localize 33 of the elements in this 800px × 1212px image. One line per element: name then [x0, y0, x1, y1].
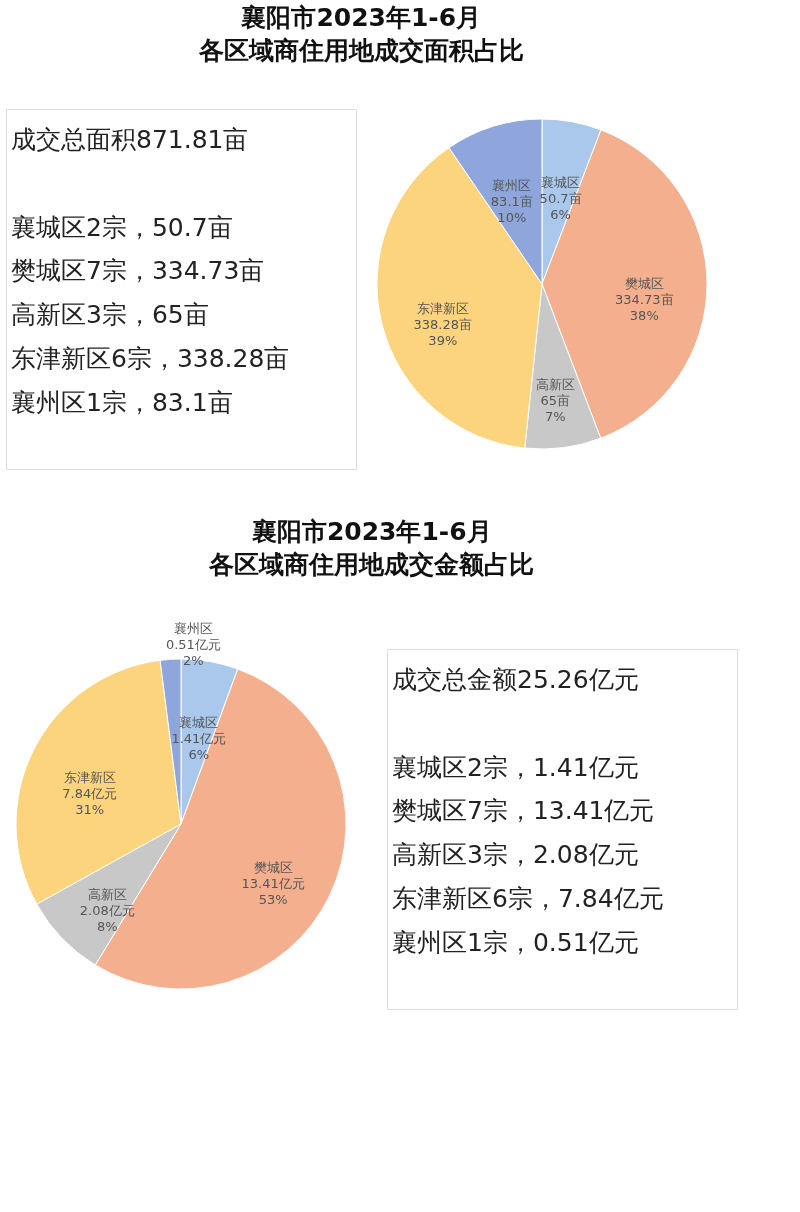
slice-label: 襄城区 — [179, 715, 219, 731]
data-label: 13.41亿元 53% — [241, 876, 305, 908]
slice-label: 高新区 — [87, 886, 127, 902]
data-label: 334.73亩 38% — [615, 292, 674, 324]
slice-label: 襄州区 — [173, 621, 213, 637]
text: 成交总金额25.26亿元 — [392, 664, 639, 694]
text: 高新区3宗，65亩 — [11, 300, 209, 330]
text: 东津新区6宗，7.84亿元 — [392, 884, 664, 914]
text: 襄城区2宗，50.7亩 — [11, 212, 233, 242]
data-label: 7.84亿元 31% — [62, 785, 118, 817]
text: 襄城区2宗，1.41亿元 — [392, 752, 639, 782]
slice-label: 襄城区 — [541, 175, 581, 191]
data-label: 2.08亿元 8% — [79, 902, 135, 934]
chart-title: 襄阳市2023年1-6月 — [241, 2, 482, 32]
slice-label: 东津新区 — [416, 301, 469, 317]
text: 高新区3宗，2.08亿元 — [392, 840, 639, 870]
text: 成交总面积871.81亩 — [11, 124, 249, 154]
chart-subtitle: 各区域商住用地成交面积占比 — [197, 35, 524, 65]
slice-label: 高新区 — [535, 377, 575, 393]
slice-label: 东津新区 — [63, 769, 116, 785]
text: 襄州区1宗，83.1亩 — [11, 388, 233, 418]
chart-title: 襄阳市2023年1-6月 — [251, 517, 492, 547]
text: 襄州区1宗，0.51亿元 — [392, 928, 639, 958]
slice-label: 樊城区 — [624, 276, 664, 292]
text: 樊城区7宗，334.73亩 — [11, 256, 265, 286]
text: 樊城区7宗，13.41亿元 — [392, 796, 655, 826]
slice-label: 樊城区 — [253, 860, 293, 876]
slice-label: 襄州区 — [492, 178, 532, 194]
data-label: 83.1亩 10% — [490, 194, 533, 226]
text: 东津新区6宗，338.28亩 — [11, 344, 290, 374]
chart-subtitle: 各区域商住用地成交金额占比 — [208, 550, 535, 580]
data-label: 65亩 7% — [540, 393, 570, 425]
data-label: 338.28亩 39% — [413, 317, 473, 349]
